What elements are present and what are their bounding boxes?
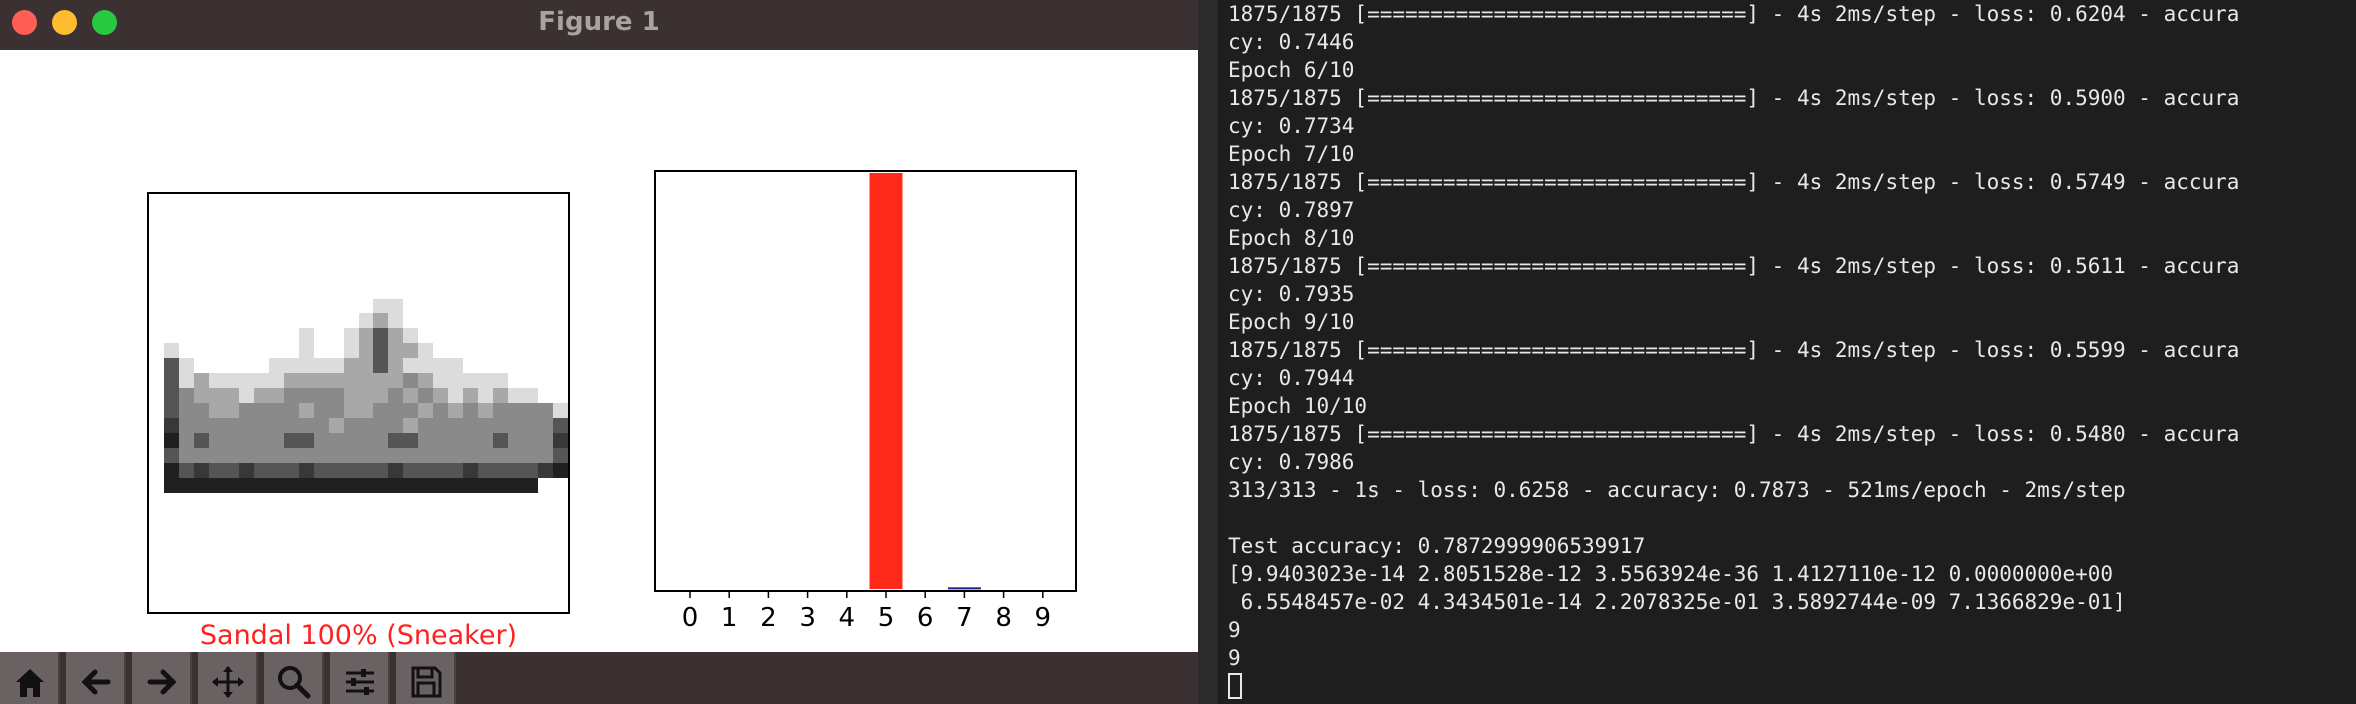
terminal-line: 1875/1875 [=============================… bbox=[1228, 338, 2240, 362]
minimize-window-button[interactable] bbox=[52, 10, 77, 35]
terminal-line: Epoch 7/10 bbox=[1228, 142, 1355, 166]
terminal-line: 1875/1875 [=============================… bbox=[1228, 422, 2240, 446]
home-button[interactable] bbox=[0, 652, 60, 704]
terminal-line: Epoch 8/10 bbox=[1228, 226, 1355, 250]
terminal-line: 9 bbox=[1228, 646, 1241, 670]
pan-button[interactable] bbox=[198, 652, 258, 704]
terminal-line: cy: 0.7734 bbox=[1228, 114, 1355, 138]
terminal-line: Epoch 6/10 bbox=[1228, 58, 1355, 82]
sneaker-image bbox=[149, 194, 568, 612]
x-tick-label: 2 bbox=[760, 603, 777, 633]
terminal-line: 1875/1875 [=============================… bbox=[1228, 2, 2240, 26]
terminal-line: cy: 0.7897 bbox=[1228, 198, 1355, 222]
terminal-line: Epoch 9/10 bbox=[1228, 310, 1355, 334]
window-gap bbox=[1198, 0, 1218, 704]
configure-subplots-button[interactable] bbox=[330, 652, 390, 704]
save-button[interactable] bbox=[396, 652, 456, 704]
bar-7 bbox=[947, 587, 981, 590]
bar-axes-frame bbox=[654, 170, 1077, 592]
terminal-line: 9 bbox=[1228, 618, 1241, 642]
terminal-line: Epoch 10/10 bbox=[1228, 394, 1368, 418]
forward-arrow-icon bbox=[147, 669, 177, 695]
back-button[interactable] bbox=[66, 652, 126, 704]
save-icon bbox=[411, 666, 442, 698]
window-title: Figure 1 bbox=[538, 7, 660, 37]
prediction-caption: Sandal 100% (Sneaker) bbox=[199, 620, 518, 651]
terminal-line: cy: 0.7446 bbox=[1228, 30, 1355, 54]
terminal-line: 1875/1875 [=============================… bbox=[1228, 86, 2240, 110]
terminal-cursor bbox=[1228, 673, 1242, 699]
terminal-line: cy: 0.7935 bbox=[1228, 282, 1355, 306]
terminal-line: 1875/1875 [=============================… bbox=[1228, 170, 2240, 194]
terminal-line: cy: 0.7944 bbox=[1228, 366, 1355, 390]
pan-icon bbox=[212, 666, 244, 698]
configure-subplots-icon bbox=[346, 669, 374, 695]
x-tick-label: 0 bbox=[682, 603, 699, 633]
forward-button[interactable] bbox=[132, 652, 192, 704]
terminal-window[interactable]: 1875/1875 [=============================… bbox=[1218, 0, 2356, 704]
x-tick-label: 8 bbox=[995, 603, 1012, 633]
zoom-button[interactable] bbox=[264, 652, 324, 704]
close-window-button[interactable] bbox=[12, 10, 37, 35]
back-arrow-icon bbox=[81, 669, 111, 695]
x-tick-label: 9 bbox=[1035, 603, 1052, 633]
terminal-line: [9.9403023e-14 2.8051528e-12 3.5563924e-… bbox=[1228, 562, 2114, 586]
window-titlebar[interactable]: Figure 1 bbox=[0, 0, 1198, 50]
zoom-icon bbox=[278, 666, 311, 699]
x-tick-label: 3 bbox=[799, 603, 816, 633]
x-tick-label: 1 bbox=[721, 603, 738, 633]
home-icon bbox=[16, 669, 44, 697]
figure-toolbar bbox=[0, 652, 1198, 704]
terminal-line: cy: 0.7986 bbox=[1228, 450, 1355, 474]
terminal-line: Test accuracy: 0.7872999906539917 bbox=[1228, 534, 1646, 558]
terminal-line: 6.5548457e-02 4.3434501e-14 2.2078325e-0… bbox=[1228, 590, 2126, 614]
image-axes bbox=[147, 192, 570, 614]
x-tick-label: 5 bbox=[878, 603, 895, 633]
maximize-window-button[interactable] bbox=[92, 10, 117, 35]
bar-5 bbox=[869, 173, 903, 589]
terminal-line: 1875/1875 [=============================… bbox=[1228, 254, 2240, 278]
x-tick-label: 4 bbox=[839, 603, 856, 633]
terminal-line: 313/313 - 1s - loss: 0.6258 - accuracy: … bbox=[1228, 478, 2126, 502]
x-tick-label: 6 bbox=[917, 603, 934, 633]
x-tick-label: 7 bbox=[956, 603, 973, 633]
